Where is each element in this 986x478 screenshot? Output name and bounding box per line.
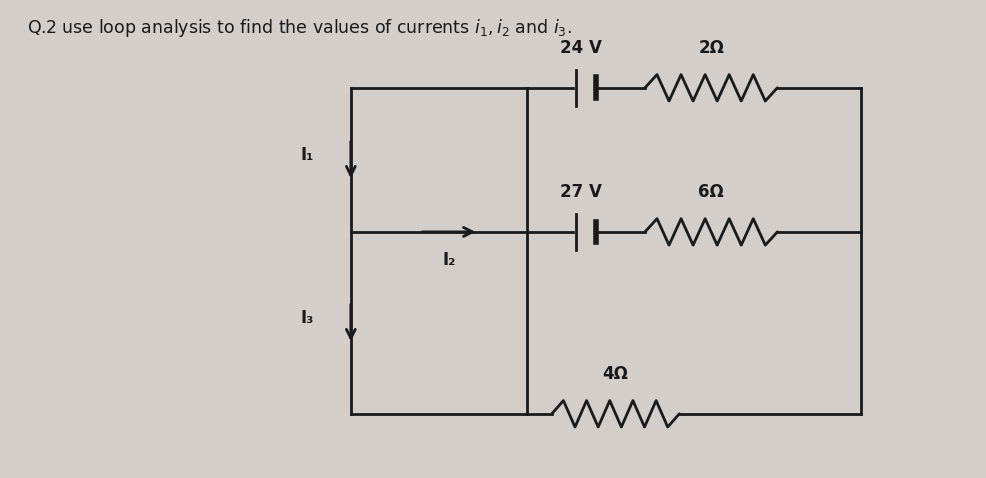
Text: 6Ω: 6Ω <box>698 183 724 201</box>
Text: I₂: I₂ <box>442 251 456 269</box>
Text: 4Ω: 4Ω <box>602 365 628 383</box>
Text: I₁: I₁ <box>300 146 314 164</box>
Text: 24 V: 24 V <box>560 39 602 57</box>
Text: 27 V: 27 V <box>560 183 602 201</box>
Text: I₃: I₃ <box>300 309 314 327</box>
Text: 2Ω: 2Ω <box>698 39 724 57</box>
Text: Q.2 use loop analysis to find the values of currents $i_1, i_2$ and $i_3$.: Q.2 use loop analysis to find the values… <box>28 17 572 39</box>
